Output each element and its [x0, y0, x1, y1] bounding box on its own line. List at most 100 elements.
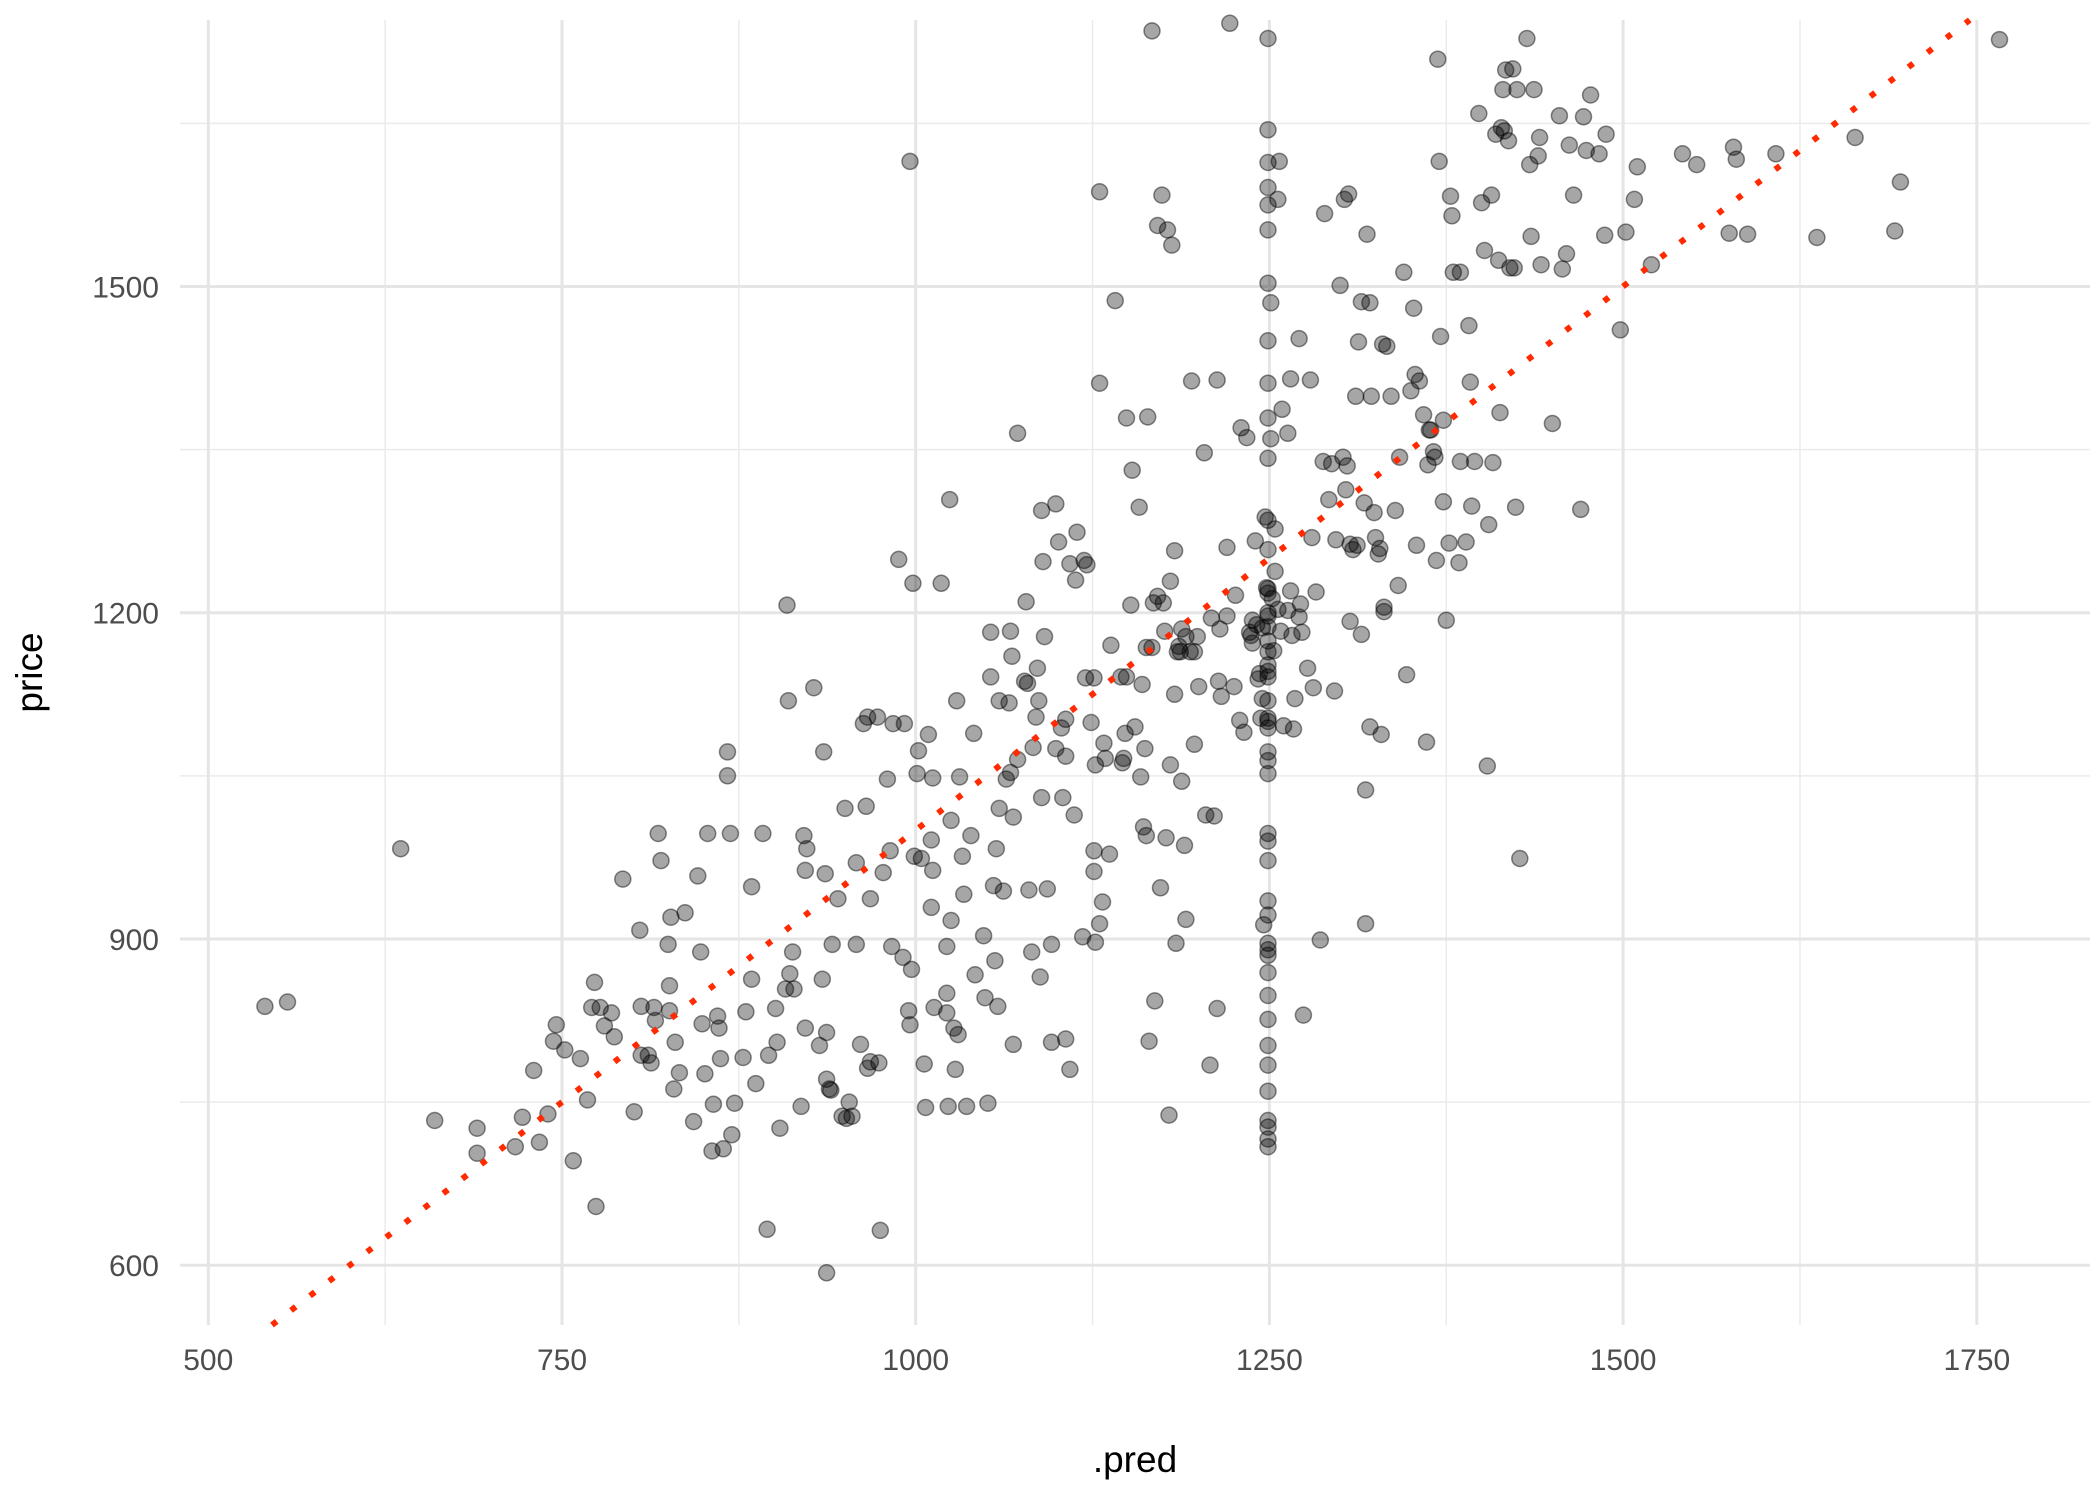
data-point: [524, 1061, 543, 1080]
data-point: [1172, 772, 1191, 791]
data-point: [1225, 677, 1243, 696]
data-point: [1597, 125, 1615, 143]
data-point: [1133, 675, 1151, 694]
data-point: [851, 1035, 870, 1054]
data-point: [938, 937, 956, 956]
data-point: [1122, 596, 1140, 614]
data-point: [1259, 1036, 1277, 1055]
data-point: [1090, 914, 1109, 933]
data-point: [1303, 528, 1321, 547]
data-point: [895, 714, 914, 733]
data-point: [1259, 274, 1277, 292]
data-point: [1093, 893, 1112, 911]
data-point: [1226, 586, 1245, 605]
data-point: [1259, 540, 1277, 559]
data-point: [1259, 1118, 1277, 1136]
data-point: [783, 943, 802, 961]
data-point: [1185, 643, 1204, 661]
data-point: [1441, 187, 1460, 205]
data-point: [1032, 788, 1051, 807]
data-point: [953, 847, 972, 866]
data-point: [1529, 147, 1547, 165]
data-point: [1520, 155, 1539, 174]
data-point: [1738, 225, 1757, 243]
data-point: [994, 882, 1013, 900]
data-point: [1114, 749, 1133, 768]
data-point: [595, 1017, 614, 1035]
data-point: [779, 692, 798, 710]
data-point: [979, 1094, 997, 1112]
data-point: [836, 799, 854, 818]
data-point: [1543, 414, 1562, 433]
data-point: [833, 1107, 851, 1125]
data-point: [1720, 224, 1738, 242]
data-point: [1140, 1032, 1158, 1050]
data-point: [547, 1016, 566, 1034]
data-point: [1221, 14, 1239, 33]
data-point: [1208, 371, 1226, 389]
y-tick-label: 1500: [92, 271, 159, 304]
data-point: [987, 839, 1006, 858]
data-point: [1404, 299, 1423, 317]
data-point: [1259, 1056, 1277, 1074]
data-point: [990, 799, 1008, 818]
data-point: [1451, 263, 1470, 282]
data-point: [1086, 756, 1105, 774]
data-point: [632, 1046, 650, 1065]
data-point: [1113, 754, 1132, 772]
data-point: [1238, 428, 1256, 447]
data-point: [1259, 986, 1277, 1005]
data-point: [1165, 541, 1184, 560]
data-point: [1494, 80, 1512, 99]
data-point: [796, 1019, 815, 1037]
data-point: [962, 826, 980, 845]
data-point: [754, 824, 772, 843]
data-point: [278, 993, 297, 1011]
data-point: [981, 623, 1000, 642]
data-point: [1085, 842, 1103, 860]
data-point: [766, 999, 785, 1018]
data-point: [1143, 22, 1161, 40]
data-point: [1259, 1082, 1277, 1100]
data-point: [894, 948, 912, 967]
data-point: [1259, 1130, 1277, 1148]
data-point: [904, 574, 922, 593]
data-point: [1020, 881, 1038, 899]
data-point: [1369, 545, 1388, 563]
data-point: [837, 1109, 856, 1128]
data-point: [966, 966, 984, 984]
data-point: [468, 1144, 486, 1162]
data-point: [1407, 536, 1426, 555]
data-point: [938, 984, 956, 1003]
data-point: [1590, 145, 1608, 163]
data-point: [582, 998, 601, 1017]
data-point: [1085, 862, 1103, 881]
data-point: [1571, 500, 1590, 519]
data-point: [587, 1197, 605, 1216]
data-point: [689, 867, 707, 885]
data-point: [1348, 536, 1366, 555]
data-point: [1259, 934, 1277, 953]
data-point: [684, 1112, 703, 1131]
data-point: [1015, 672, 1034, 690]
data-point: [1263, 589, 1281, 608]
data-point: [1240, 623, 1259, 642]
data-point: [1175, 836, 1194, 855]
data-point: [1065, 806, 1083, 824]
data-point: [670, 1063, 689, 1082]
data-point: [1281, 582, 1300, 600]
data-point: [1518, 29, 1536, 48]
data-point: [1008, 424, 1027, 443]
data-point: [1808, 228, 1826, 247]
data-point: [737, 1003, 755, 1021]
data-point: [646, 1011, 665, 1030]
data-point: [1339, 185, 1358, 203]
data-point: [1161, 572, 1180, 590]
y-axis-title: price: [9, 632, 50, 712]
data-point: [1259, 153, 1277, 172]
data-point: [1262, 294, 1280, 312]
data-point: [1479, 515, 1498, 534]
data-point: [659, 935, 677, 954]
data-point: [847, 854, 866, 872]
data-point: [1254, 916, 1273, 934]
